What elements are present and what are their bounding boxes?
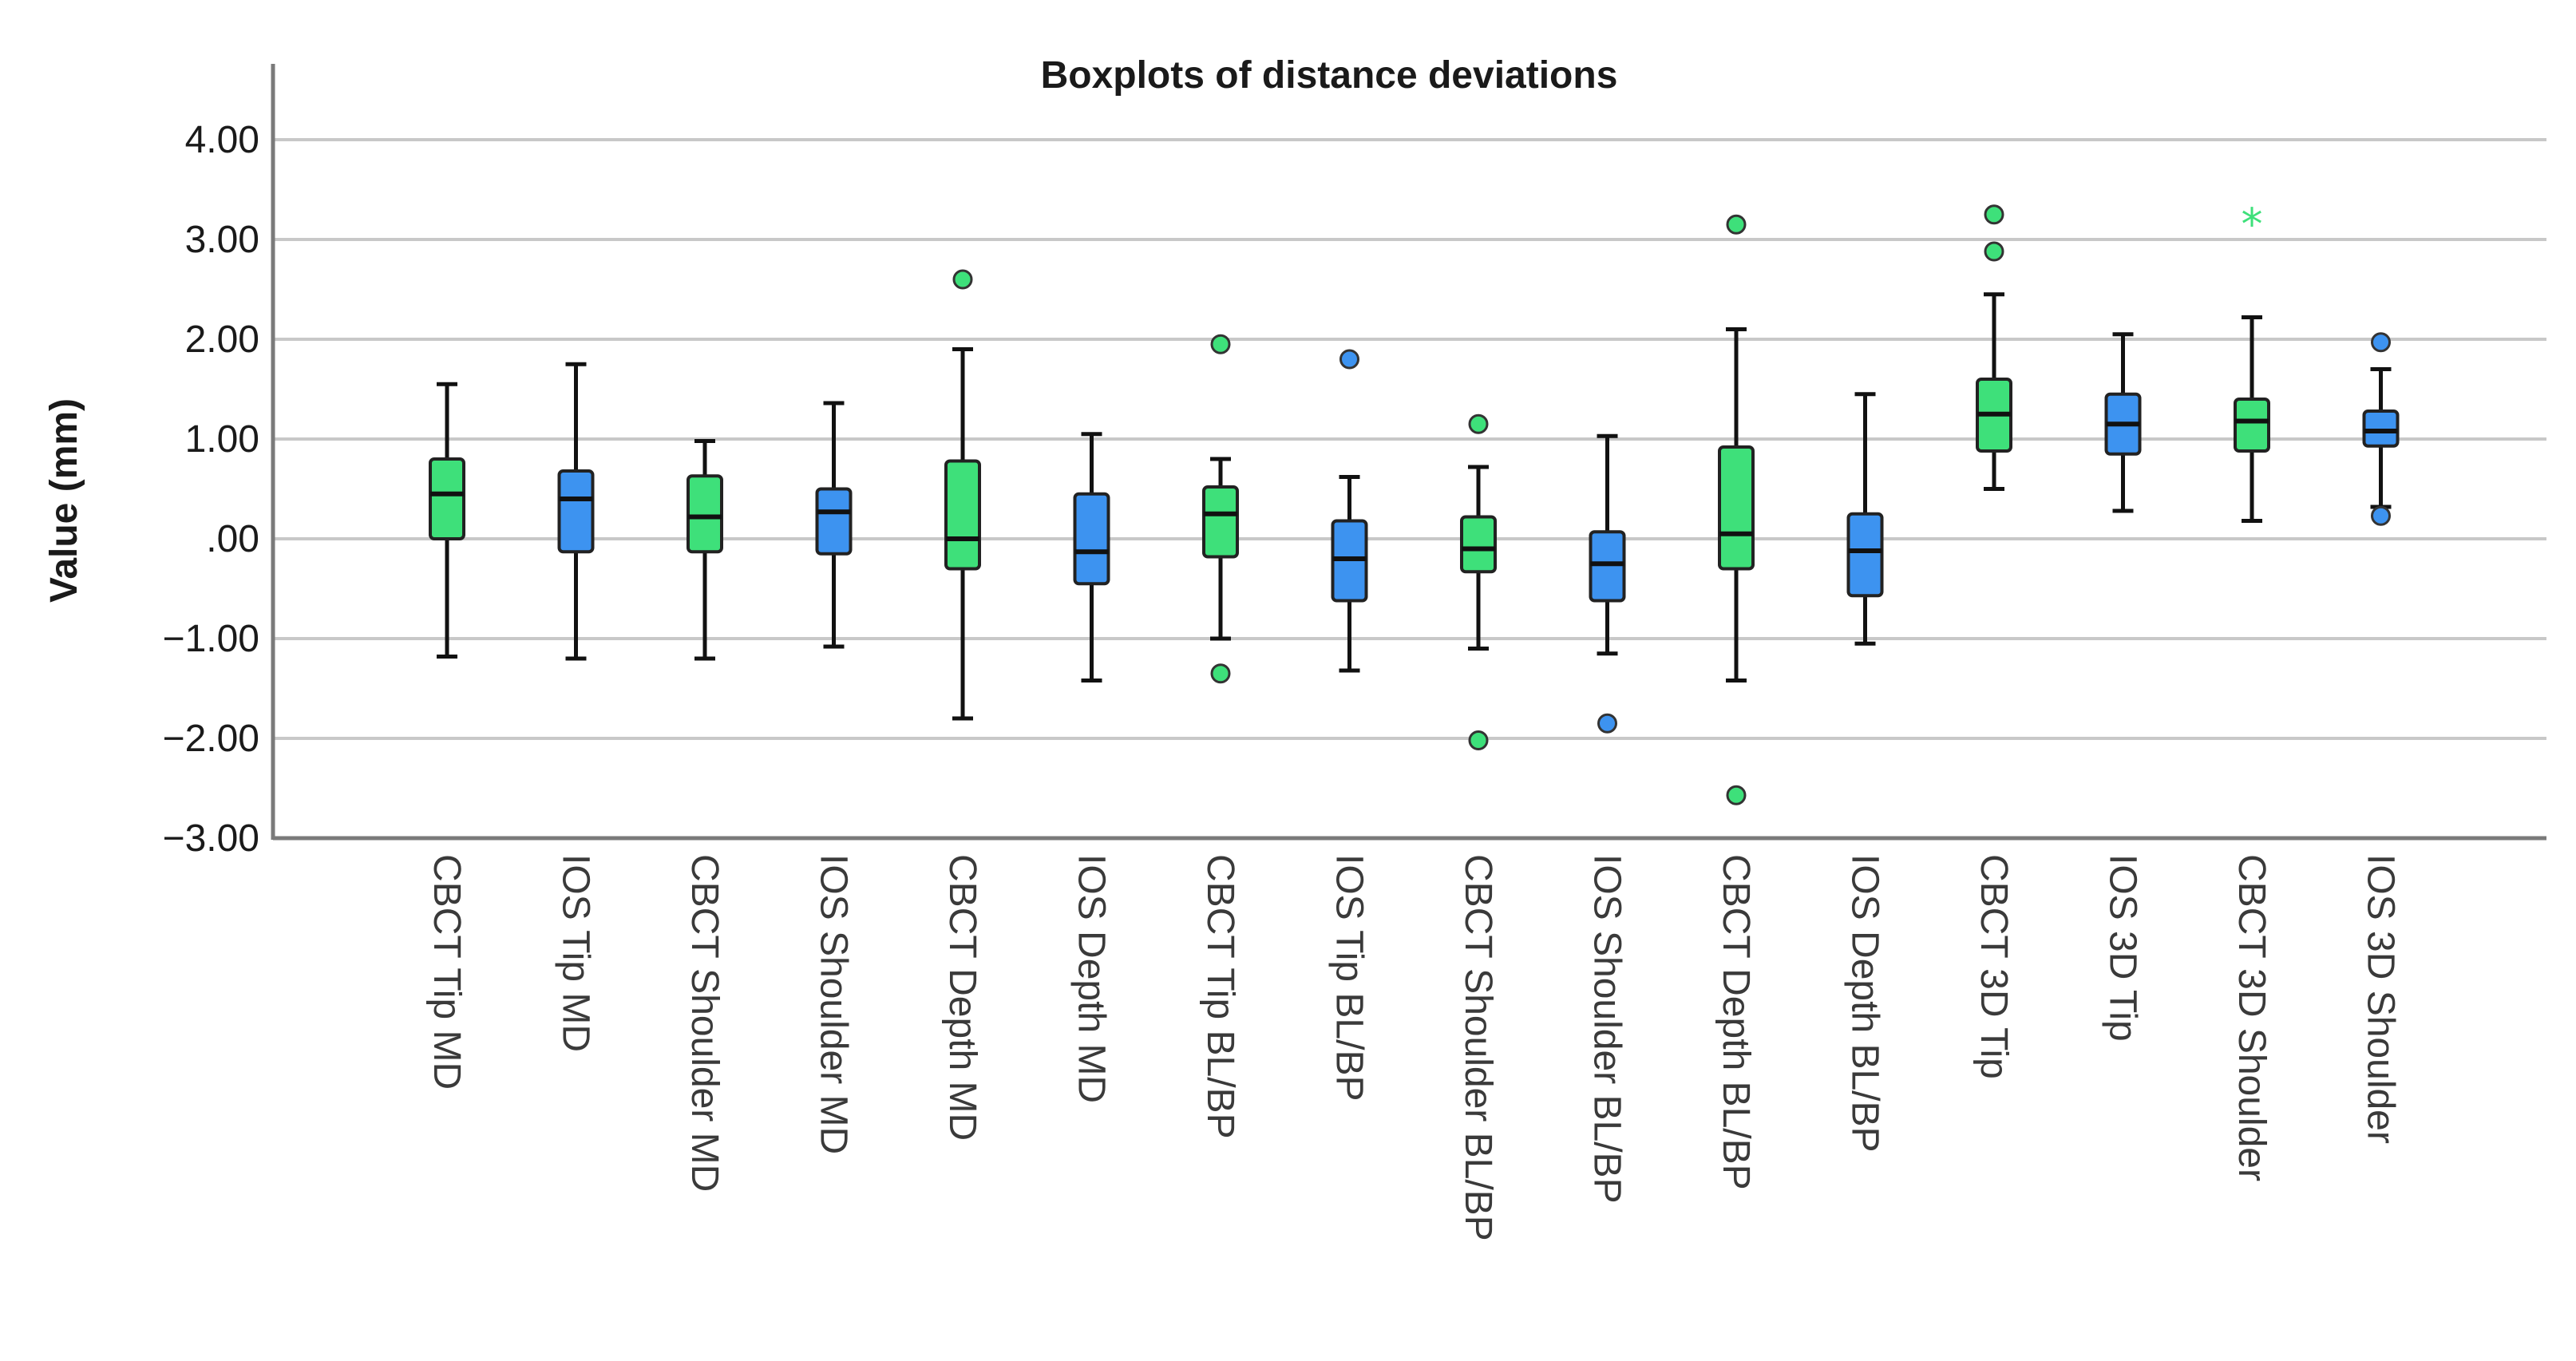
x-tick-label: CBCT 3D Shoulder (2230, 854, 2273, 1181)
box (815, 487, 853, 556)
box-group (1331, 349, 1368, 673)
outlier-point (1339, 349, 1359, 370)
box (1460, 515, 1497, 574)
extreme-point: * (2242, 200, 2263, 250)
box-group (1202, 334, 1239, 684)
y-tick-label: 4.00 (185, 119, 259, 161)
box (1202, 485, 1239, 559)
box-group (557, 362, 595, 661)
box (1846, 512, 1884, 598)
outlier-point (1468, 413, 1489, 434)
outlier-point (2371, 332, 2391, 353)
box-group (1073, 432, 1110, 682)
y-axis-label: Value (mm) (43, 398, 85, 603)
x-tick-label: CBCT Depth BL/BP (1715, 854, 1757, 1190)
outlier-point (1210, 334, 1231, 354)
y-tick-label: .00 (206, 518, 259, 560)
box (2362, 409, 2400, 448)
x-tick-label: CBCT Shoulder MD (683, 854, 726, 1192)
y-tick-labels: 4.00 3.00 2.00 1.00 .00 −1.00 −2.00 −3.00 (163, 119, 259, 860)
x-tick-label: IOS Shoulder BL/BP (1586, 854, 1628, 1204)
outlier-point (1210, 663, 1231, 684)
x-tick-label: IOS Tip BL/BP (1328, 854, 1371, 1101)
x-tick-label: CBCT Tip MD (425, 854, 468, 1090)
box (944, 459, 981, 571)
outlier-point (1984, 204, 2004, 225)
box-group (1846, 392, 1884, 646)
box-group: * (2234, 200, 2270, 523)
box-group (1589, 433, 1626, 734)
box-series: * (429, 200, 2400, 805)
box (1589, 530, 1626, 603)
y-tick-label: −2.00 (163, 718, 259, 760)
box-group (1976, 204, 2012, 491)
x-tick-label: IOS Depth MD (1070, 854, 1113, 1103)
outlier-point (1726, 785, 1747, 805)
box-group (1460, 413, 1497, 750)
x-tick-labels: CBCT Tip MD IOS Tip MD CBCT Shoulder MD IOS… (425, 854, 2402, 1241)
x-tick-label: CBCT Depth MD (941, 854, 983, 1141)
box-group (944, 269, 981, 721)
box (429, 457, 465, 540)
outlier-point (2371, 505, 2391, 526)
outlier-point (1984, 241, 2004, 262)
x-tick-label: CBCT Tip BL/BP (1199, 854, 1241, 1139)
y-tick-label: −3.00 (163, 817, 259, 860)
box-group (1718, 214, 1755, 805)
axes (271, 64, 2546, 841)
outlier-point (1726, 214, 1747, 235)
x-tick-label: CBCT Shoulder BL/BP (1457, 854, 1499, 1241)
y-tick-label: 3.00 (185, 219, 259, 261)
box (2234, 398, 2270, 453)
box-group (687, 439, 723, 661)
outlier-point (1468, 730, 1489, 750)
outlier-point (952, 269, 973, 290)
x-tick-label: IOS 3D Shoulder (2360, 854, 2402, 1144)
x-tick-label: IOS Depth BL/BP (1844, 854, 1886, 1153)
box (557, 469, 595, 554)
box (1718, 445, 1755, 571)
y-tick-label: −1.00 (163, 618, 259, 660)
chart-title: Boxplots of distance deviations (1041, 54, 1618, 97)
box-group (2362, 332, 2400, 526)
box-group (2104, 332, 2142, 513)
grid-lines (273, 138, 2546, 740)
box-group (429, 382, 465, 659)
outlier-point (1597, 713, 1617, 734)
x-tick-label: IOS Tip MD (555, 854, 597, 1052)
y-tick-label: 1.00 (185, 418, 259, 461)
box (687, 474, 723, 554)
x-tick-label: IOS 3D Tip (2102, 854, 2144, 1042)
box-group (815, 401, 853, 649)
x-tick-label: CBCT 3D Tip (1973, 854, 2015, 1079)
x-tick-label: IOS Shoulder MD (813, 854, 855, 1154)
y-tick-label: 2.00 (185, 318, 259, 361)
box (1073, 492, 1110, 586)
